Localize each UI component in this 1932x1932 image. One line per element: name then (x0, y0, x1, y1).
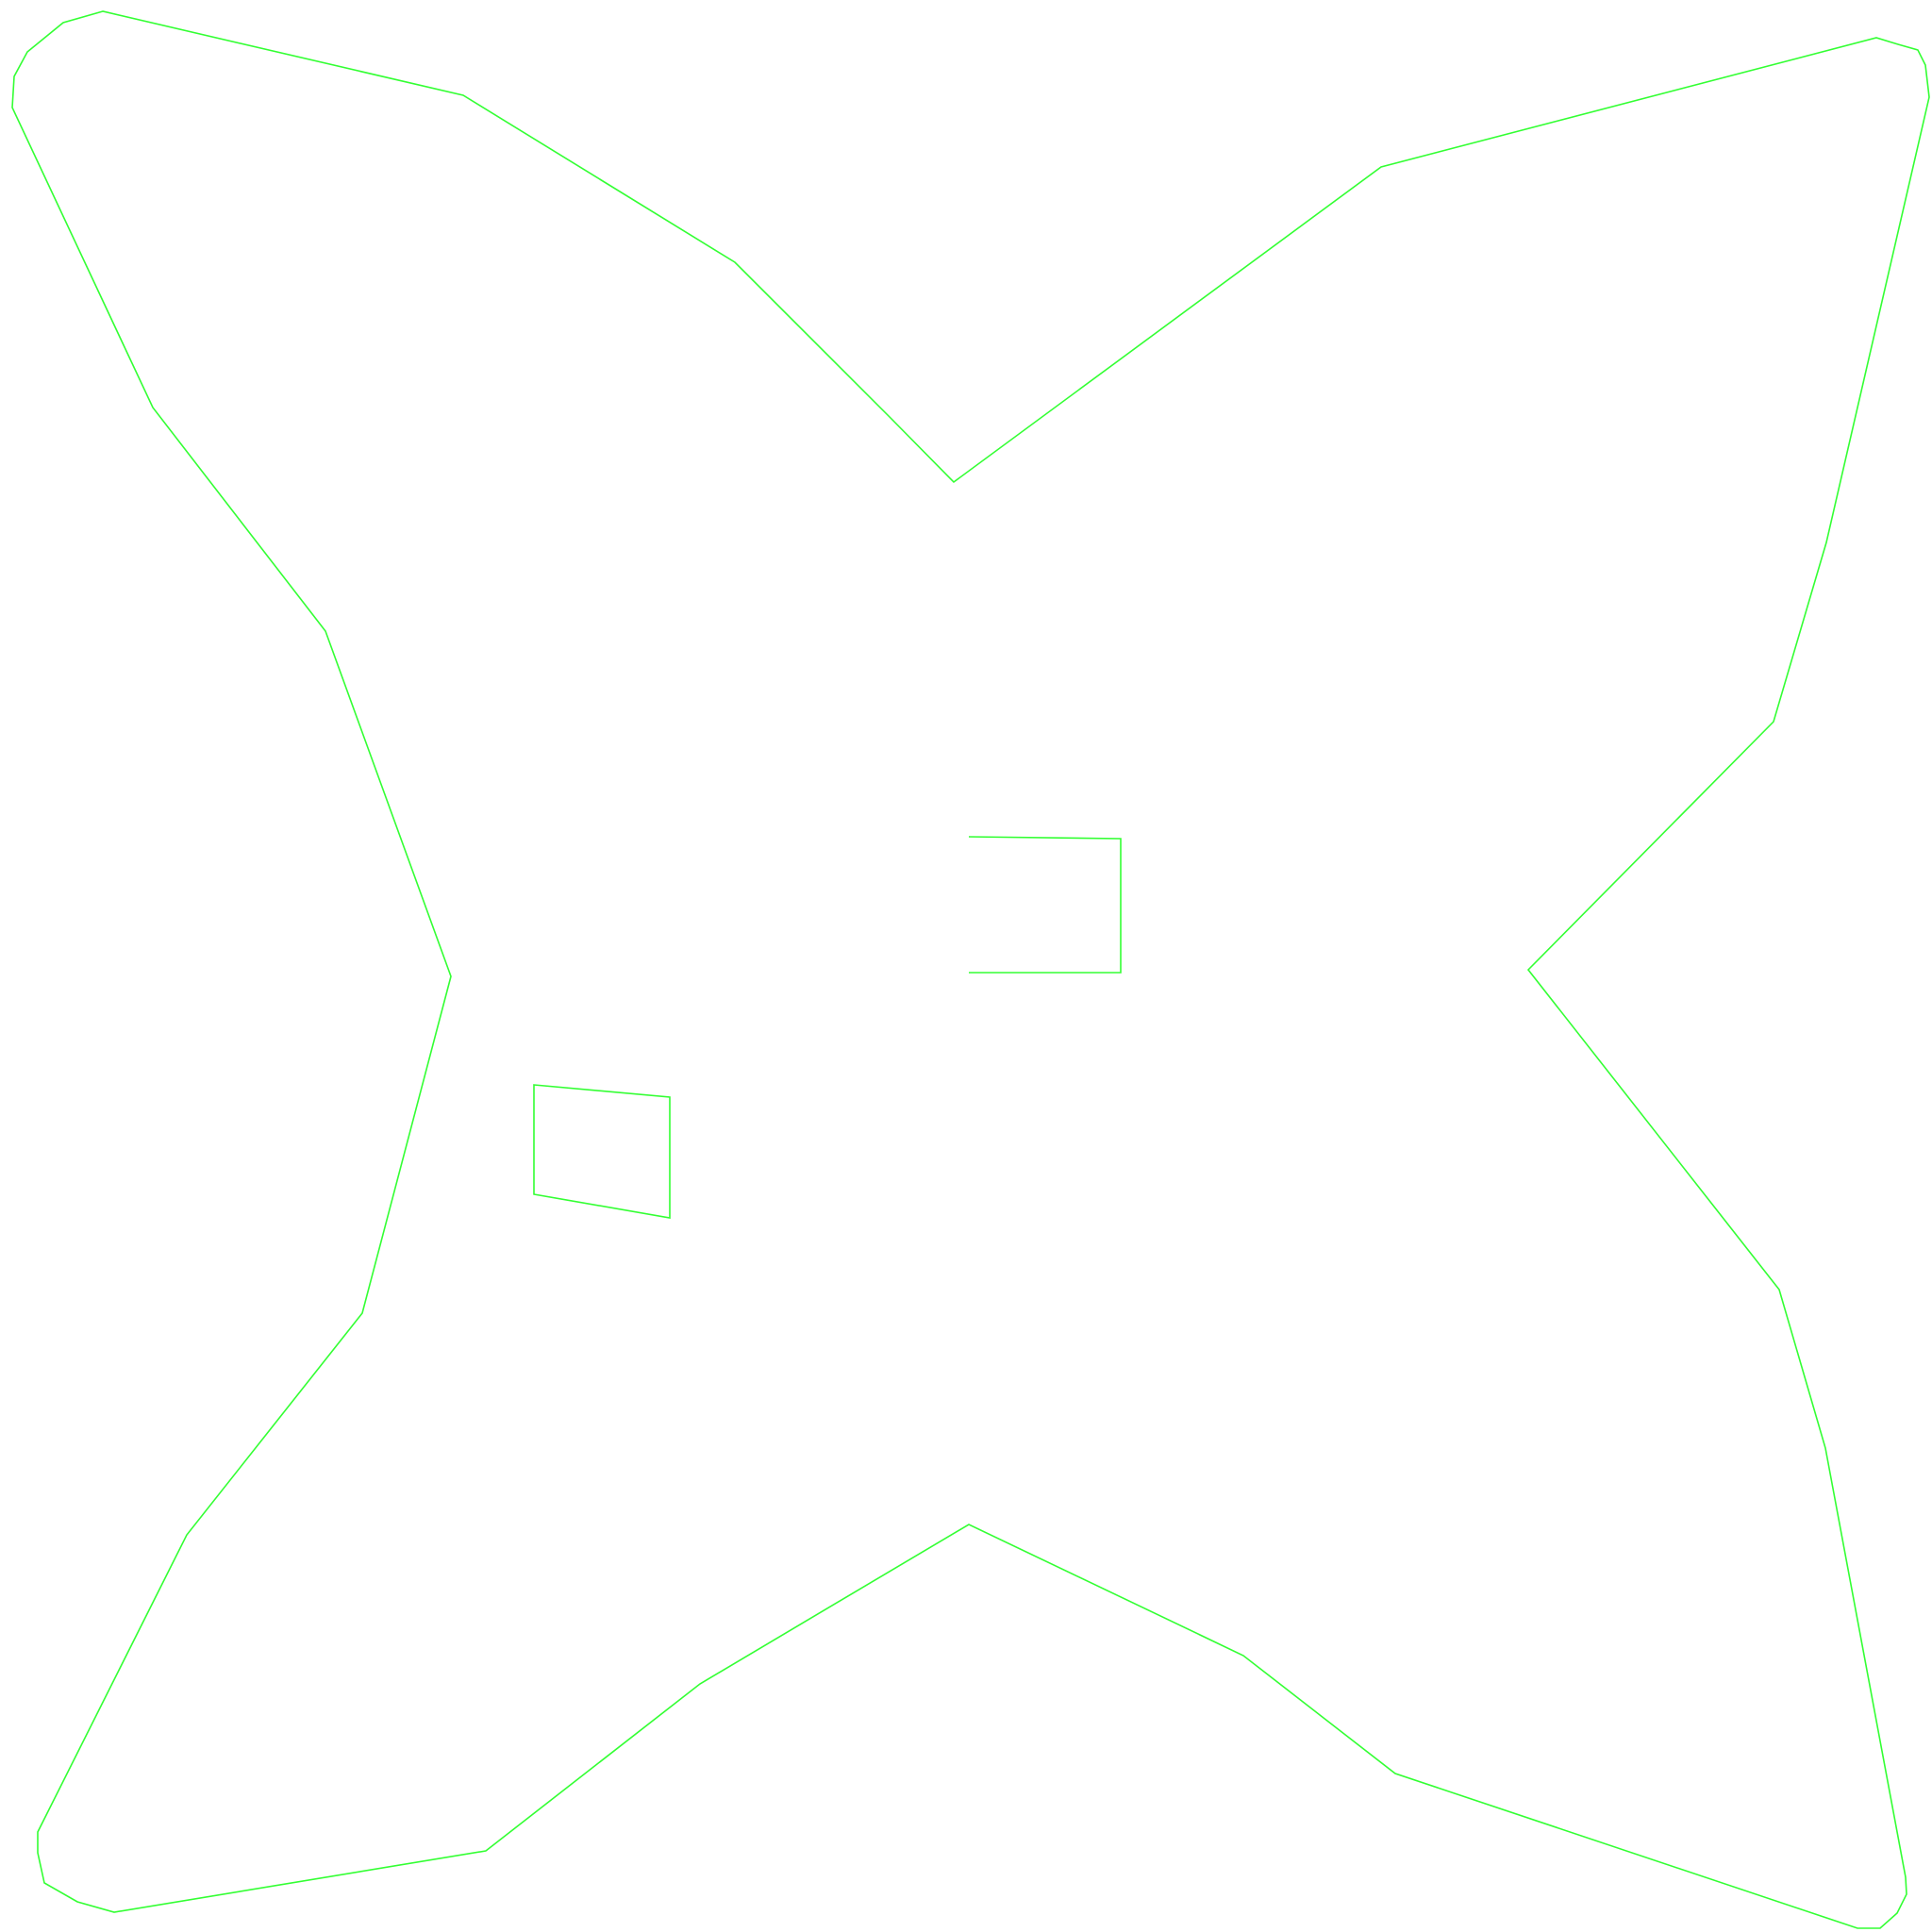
open-rectangle-outline (968, 836, 1122, 974)
quadrilateral-outline (533, 1084, 671, 1219)
star-outline (11, 10, 1930, 1929)
